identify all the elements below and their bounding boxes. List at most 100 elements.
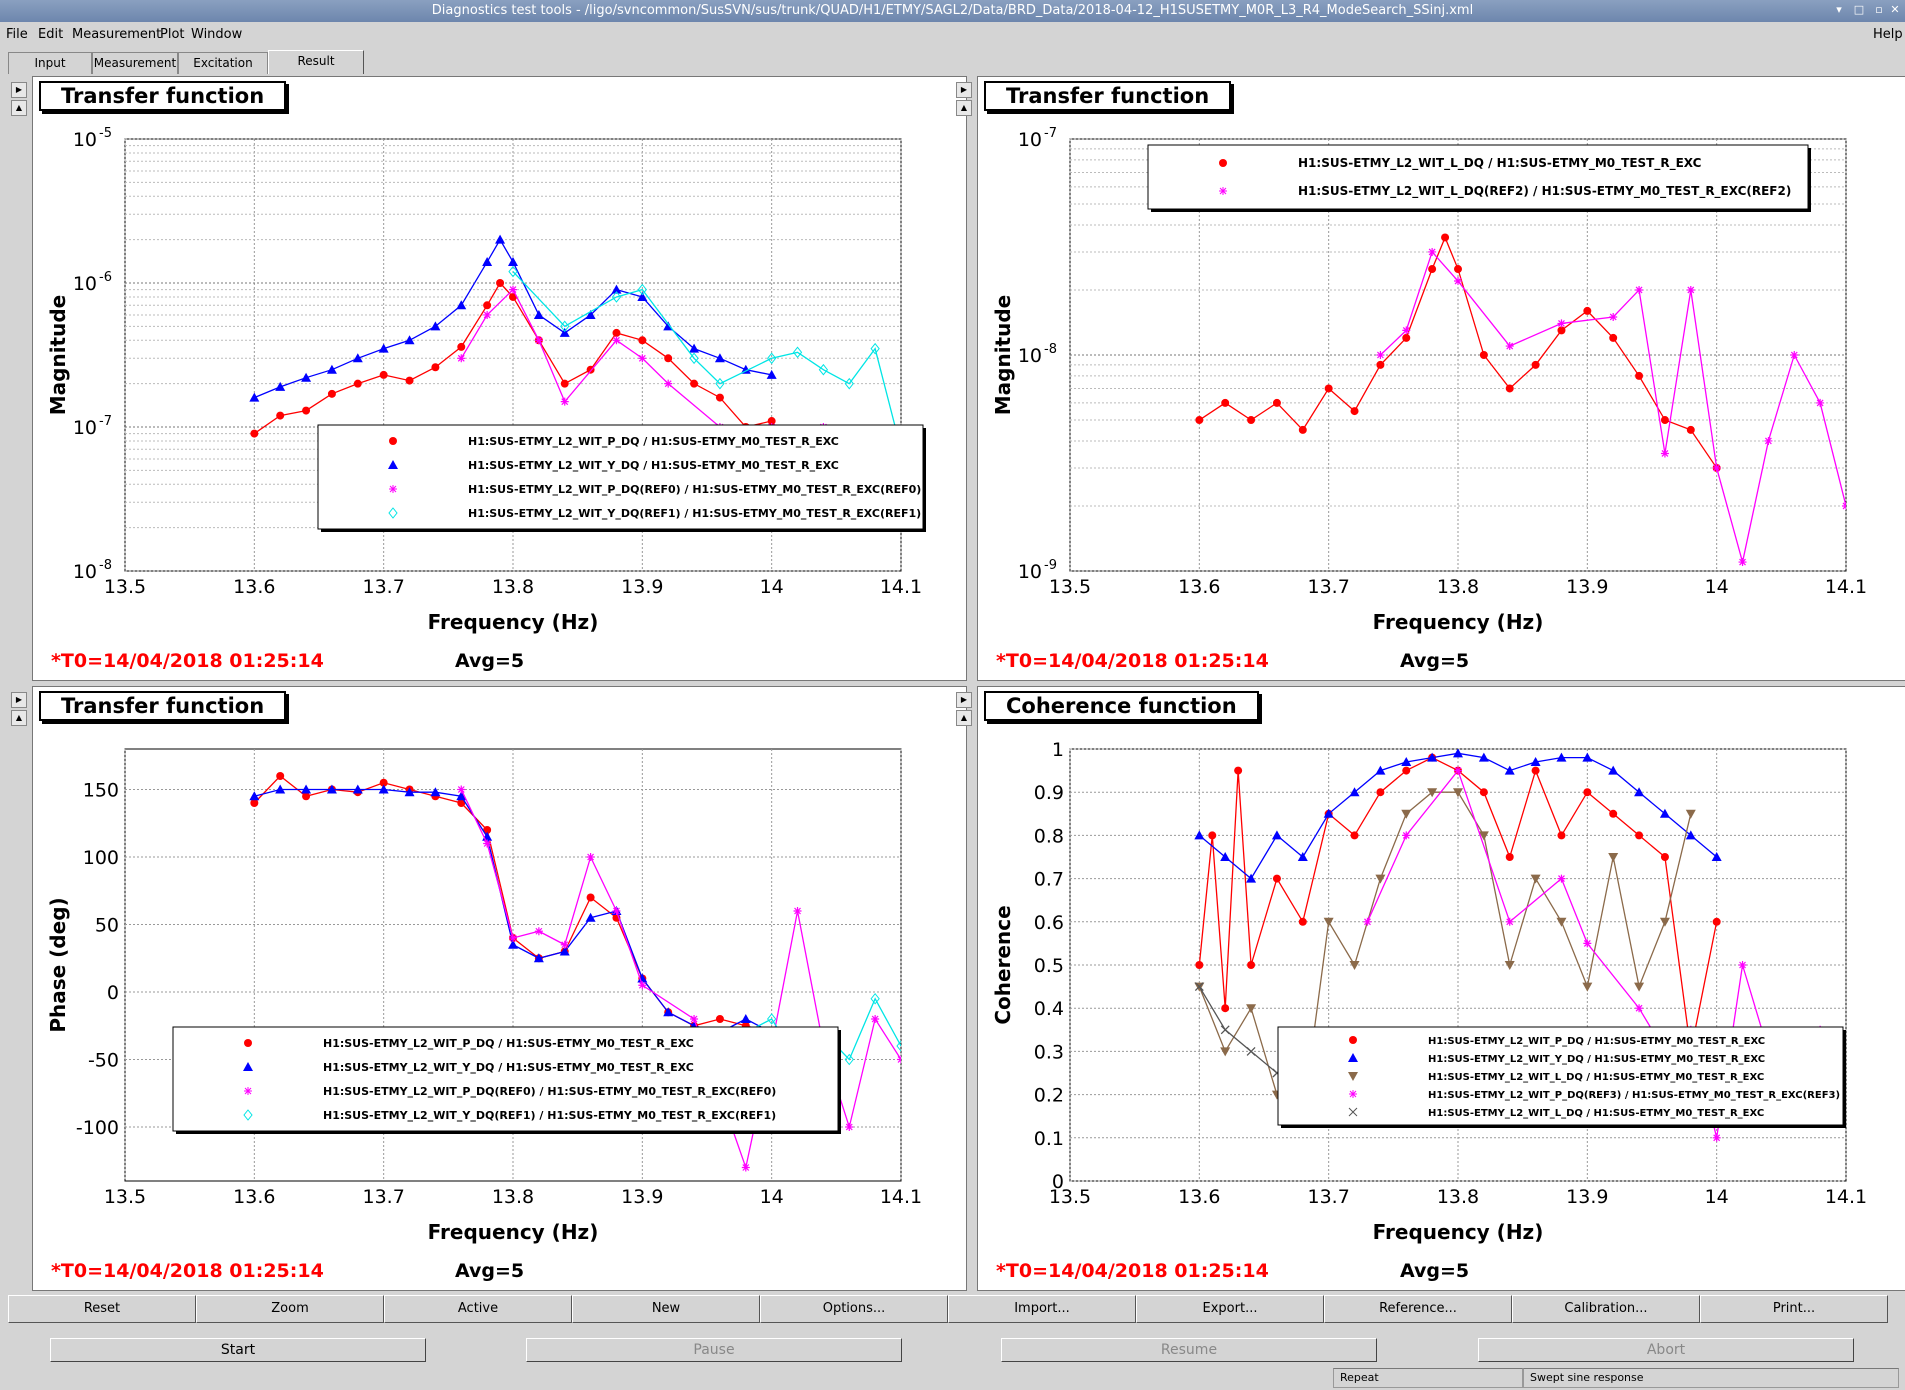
start-button[interactable]: Start xyxy=(50,1338,426,1362)
data-point xyxy=(1271,830,1282,840)
x-tick-label: 13.6 xyxy=(1178,1186,1220,1208)
data-point xyxy=(508,256,518,266)
data-point xyxy=(560,940,569,949)
abort-button[interactable]: Abort xyxy=(1478,1338,1854,1362)
data-point xyxy=(483,310,492,319)
data-point xyxy=(1272,398,1281,407)
x-tick-label: 13.6 xyxy=(233,1186,275,1208)
menu-window[interactable]: Window xyxy=(191,27,243,42)
legend-marker xyxy=(388,460,398,469)
data-point xyxy=(1402,326,1411,335)
x-tick-label: 13.6 xyxy=(1178,576,1220,598)
data-point xyxy=(249,791,260,801)
data-point xyxy=(1738,558,1747,567)
data-point xyxy=(533,953,544,963)
legend-entry: H1:SUS-ETMY_L2_WIT_L_DQ / H1:SUS-ETMY_M0… xyxy=(1298,156,1702,171)
data-point xyxy=(1712,917,1721,926)
data-point xyxy=(1478,831,1489,841)
y-tick-label: 10 xyxy=(73,417,97,439)
start-time-label: *T0=14/04/2018 01:25:14 xyxy=(51,1260,324,1282)
data-point xyxy=(1659,808,1670,818)
data-point xyxy=(1609,312,1618,321)
data-point xyxy=(586,853,595,861)
data-point xyxy=(1530,756,1541,766)
legend-marker xyxy=(388,507,398,519)
x-tick-label: 14.1 xyxy=(880,1186,922,1208)
menu-measurement[interactable]: Measurement xyxy=(72,27,162,42)
tab-input[interactable]: Input xyxy=(8,52,92,74)
tab-result[interactable]: Result xyxy=(268,50,364,74)
plot-panel-1[interactable]: Transfer function *T0=14/04/2018 01:25:14… xyxy=(32,76,967,681)
plot-panel-4[interactable]: Coherence function *T0=14/04/2018 01:25:1… xyxy=(977,686,1905,1291)
reset-button[interactable]: Reset xyxy=(8,1295,196,1323)
export-button[interactable]: Export... xyxy=(1136,1295,1324,1323)
data-point xyxy=(276,772,285,780)
plot-panel-2[interactable]: Transfer function *T0=14/04/2018 01:25:14… xyxy=(977,76,1905,681)
data-point xyxy=(301,372,312,382)
options-button[interactable]: Options... xyxy=(760,1295,948,1323)
data-point xyxy=(1530,874,1541,884)
maximize-icon[interactable]: □ xyxy=(1853,3,1865,16)
data-point xyxy=(638,981,647,990)
print-button[interactable]: Print... xyxy=(1700,1295,1888,1323)
data-point xyxy=(793,907,802,915)
data-point xyxy=(690,379,699,388)
tab-excitation[interactable]: Excitation xyxy=(178,52,268,74)
minimize-icon[interactable]: ▾ xyxy=(1836,3,1842,16)
plot-title: Transfer function xyxy=(984,81,1232,111)
resume-button[interactable]: Resume xyxy=(1001,1338,1377,1362)
x-tick-label: 13.9 xyxy=(1566,1186,1608,1208)
data-point xyxy=(456,300,467,310)
tab-bar: Input Measurement Excitation Result xyxy=(0,50,1905,74)
data-point xyxy=(1376,351,1385,359)
data-point xyxy=(534,927,543,936)
data-point xyxy=(1194,982,1204,992)
y-tick-label: 0.1 xyxy=(1034,1128,1064,1150)
data-point xyxy=(1712,1133,1721,1142)
data-point xyxy=(404,335,415,345)
data-point xyxy=(482,256,493,266)
menu-plot[interactable]: Plot xyxy=(160,27,185,42)
panel-expand-right-icon[interactable]: ▶ xyxy=(956,692,972,708)
data-point xyxy=(560,320,570,333)
data-point xyxy=(1349,961,1360,970)
pause-button[interactable]: Pause xyxy=(526,1338,902,1362)
reference-button[interactable]: Reference... xyxy=(1324,1295,1512,1323)
panel-expand-right-icon[interactable]: ▶ xyxy=(11,82,27,98)
calibration-button[interactable]: Calibration... xyxy=(1512,1295,1700,1323)
import-button[interactable]: Import... xyxy=(948,1295,1136,1323)
menu-file[interactable]: File xyxy=(6,27,28,42)
panel-collapse-up-icon[interactable]: ▲ xyxy=(956,100,972,116)
tab-measurement[interactable]: Measurement xyxy=(92,52,178,74)
active-button[interactable]: Active xyxy=(384,1295,572,1323)
menu-edit[interactable]: Edit xyxy=(38,27,64,42)
data-point xyxy=(1842,501,1846,510)
y-axis-label: Magnitude xyxy=(46,295,70,416)
panel-expand-right-icon[interactable]: ▶ xyxy=(956,82,972,98)
restore-icon[interactable]: ▫ xyxy=(1875,3,1883,16)
panel-collapse-up-icon[interactable]: ▲ xyxy=(956,710,972,726)
close-icon[interactable]: ✕ xyxy=(1890,3,1900,16)
data-point xyxy=(1556,752,1567,762)
panel-expand-right-icon[interactable]: ▶ xyxy=(11,692,27,708)
data-point xyxy=(560,379,569,388)
x-tick-label: 13.7 xyxy=(1308,1186,1350,1208)
data-point xyxy=(326,784,337,794)
start-time-label: *T0=14/04/2018 01:25:14 xyxy=(996,1260,1269,1282)
data-point xyxy=(611,291,622,303)
plot-panel-3[interactable]: Transfer function *T0=14/04/2018 01:25:14… xyxy=(32,686,967,1291)
panel-collapse-up-icon[interactable]: ▲ xyxy=(11,100,27,116)
data-point xyxy=(1427,752,1438,762)
new-button[interactable]: New xyxy=(572,1295,760,1323)
data-point xyxy=(585,309,596,319)
menu-help[interactable]: Help xyxy=(1873,27,1903,42)
legend-entry: H1:SUS-ETMY_L2_WIT_P_DQ(REF0) / H1:SUS-E… xyxy=(323,1085,776,1098)
data-point xyxy=(714,353,725,363)
panel-collapse-up-icon[interactable]: ▲ xyxy=(11,710,27,726)
data-point xyxy=(1583,788,1592,797)
data-point xyxy=(509,292,517,301)
window-title: Diagnostics test tools - /ligo/svncommon… xyxy=(431,3,1474,18)
data-point xyxy=(1660,416,1669,425)
zoom-button[interactable]: Zoom xyxy=(196,1295,384,1323)
data-point xyxy=(1531,766,1540,775)
